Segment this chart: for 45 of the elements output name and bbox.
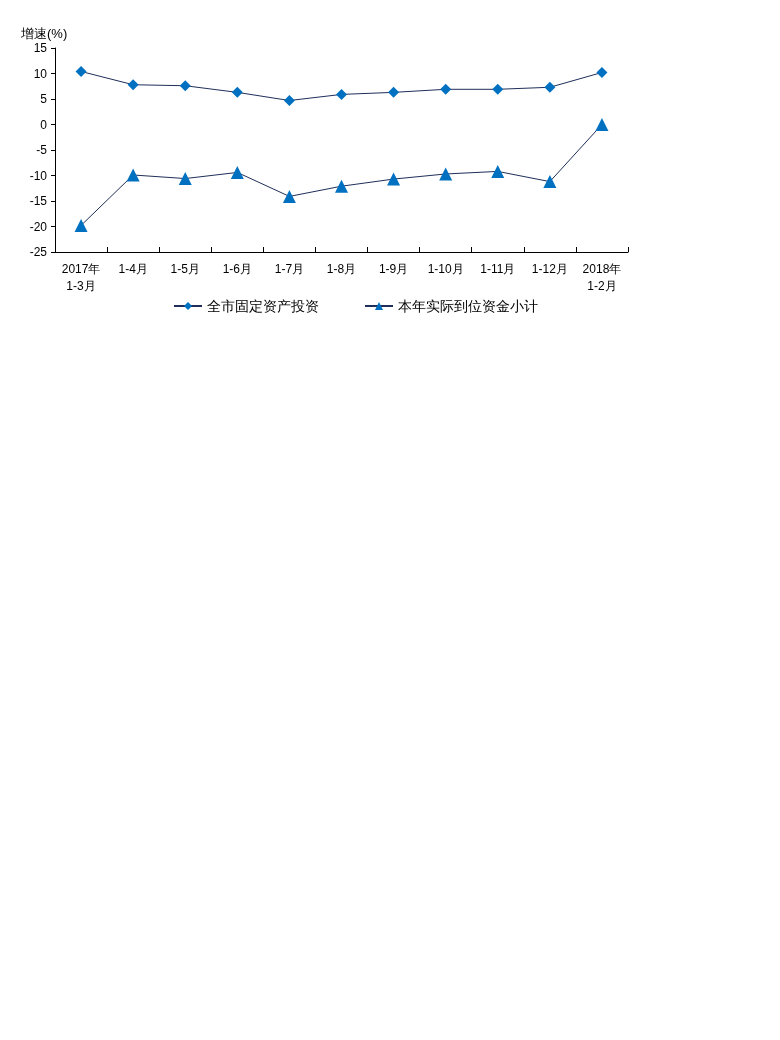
y-tick-label: 15 xyxy=(33,41,48,55)
x-tick-label: 1-8月 xyxy=(326,261,357,276)
x-tick-label: 1-10月 xyxy=(427,261,464,276)
point xyxy=(387,172,401,186)
point xyxy=(388,86,400,98)
point xyxy=(544,81,556,93)
point xyxy=(492,83,504,95)
point xyxy=(179,80,191,92)
point xyxy=(231,86,243,98)
legend-label: 本年实际到位资金小计 xyxy=(398,298,538,314)
y-tick-label: -10 xyxy=(29,168,48,183)
y-axis-title: 增速(%) xyxy=(20,26,68,41)
x-tick-label: 1-6月 xyxy=(222,261,252,276)
y-tick-label: 5 xyxy=(40,92,48,106)
point xyxy=(595,118,609,131)
point xyxy=(74,218,88,232)
point xyxy=(283,95,295,107)
x-tick-label: 2017年 1-3月 xyxy=(61,261,101,293)
point xyxy=(336,88,347,100)
x-tick-label: 1-5月 xyxy=(170,261,200,276)
point xyxy=(491,164,505,178)
y-tick-label: -20 xyxy=(29,219,48,234)
point xyxy=(440,83,452,95)
y-tick-label: -5 xyxy=(36,143,48,157)
point xyxy=(543,175,557,189)
x-tick-label: 1-9月 xyxy=(378,261,409,276)
legend-label: 全市固定资产投资 xyxy=(207,298,319,314)
point xyxy=(596,66,608,78)
y-tick-label: 10 xyxy=(33,66,48,81)
x-tick-label: 1-4月 xyxy=(118,261,148,276)
x-tick-label: 1-11月 xyxy=(480,261,516,276)
point xyxy=(126,168,140,182)
point xyxy=(230,165,244,179)
point xyxy=(439,167,453,181)
x-tick-label: 2018年 1-2月 xyxy=(582,261,622,293)
point xyxy=(282,189,296,203)
y-tick-label: -25 xyxy=(29,245,48,259)
point xyxy=(335,179,348,193)
x-tick-label: 1-7月 xyxy=(274,261,305,276)
point xyxy=(75,65,87,77)
y-tick-label: -15 xyxy=(29,194,48,208)
point xyxy=(178,172,192,186)
x-tick-label: 1-12月 xyxy=(531,261,568,276)
point xyxy=(127,79,139,91)
y-tick-label: 0 xyxy=(40,117,48,132)
